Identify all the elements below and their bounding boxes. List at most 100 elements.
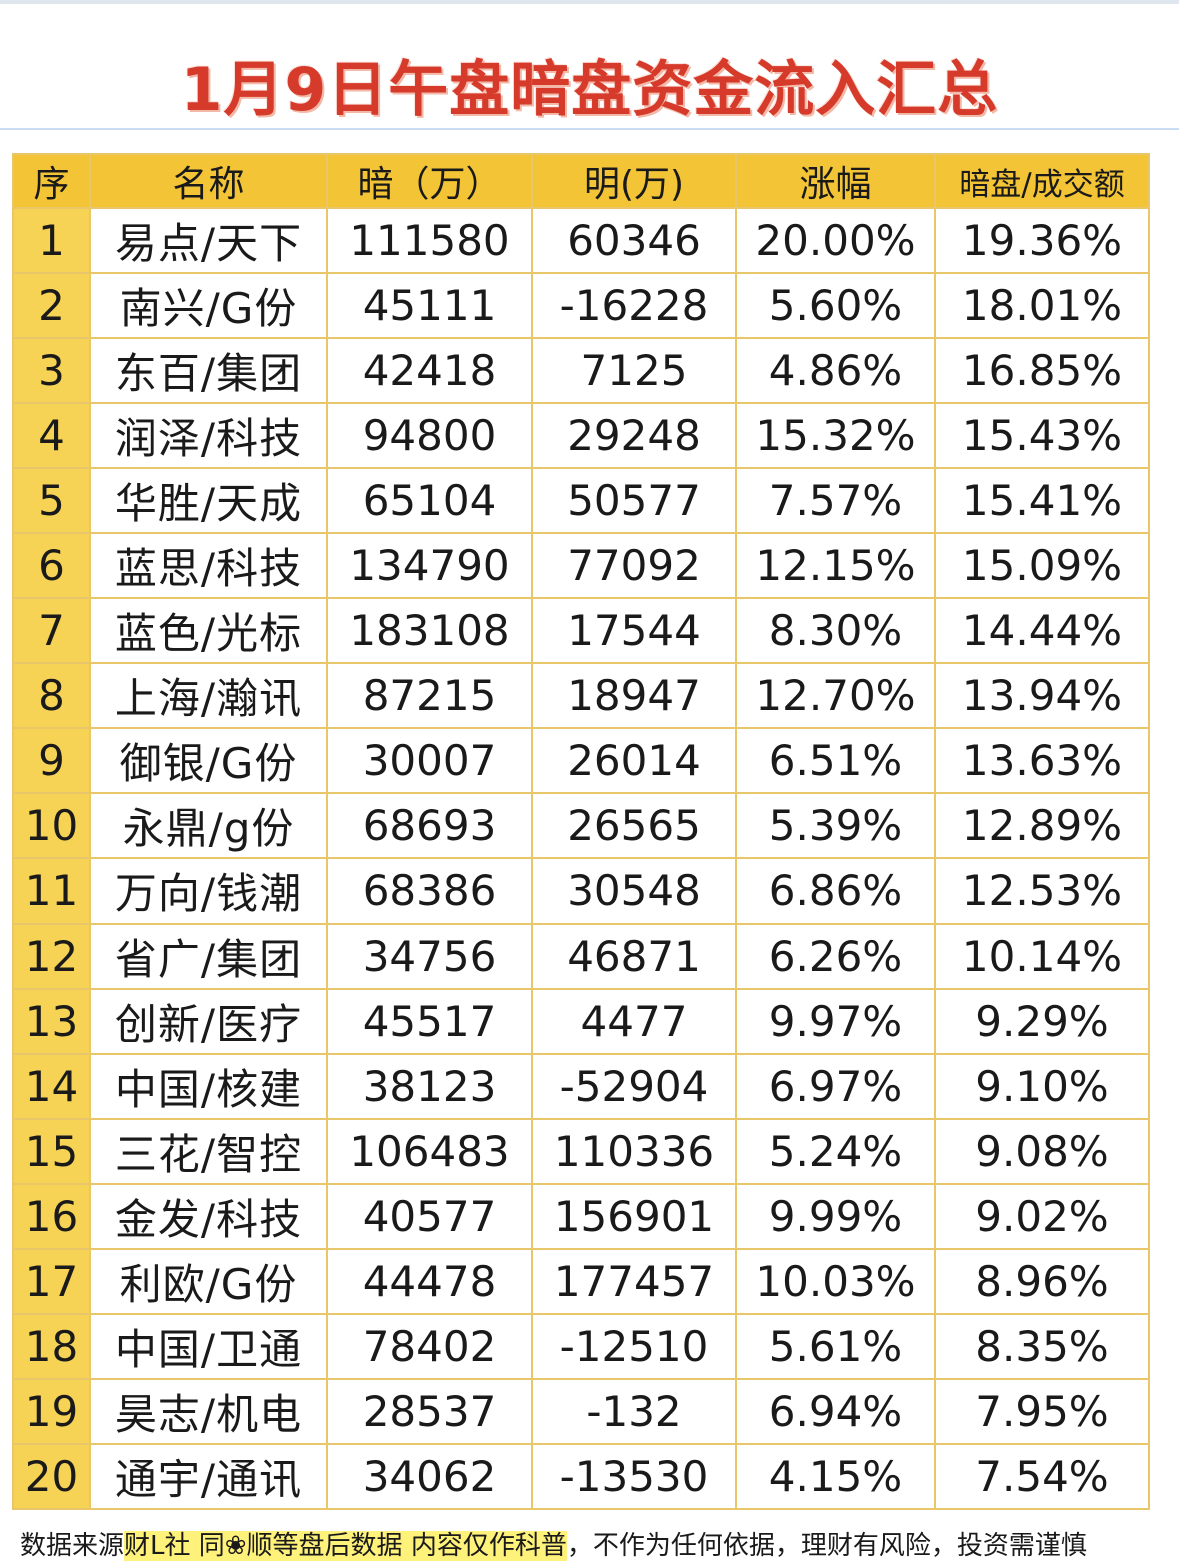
light-value: 46871 bbox=[531, 922, 737, 990]
change-value: 4.86% bbox=[735, 337, 936, 405]
ratio-value: 14.44% bbox=[934, 597, 1150, 665]
footer-suffix: ，不作为任何依据，理财有风险，投资需谨慎 bbox=[566, 1531, 1087, 1561]
change-value: 4.15% bbox=[735, 1442, 936, 1511]
change-value: 5.60% bbox=[735, 272, 936, 340]
row-index: 13 bbox=[12, 987, 91, 1055]
table-header-row: 序 名称 暗（万） 明(万) 涨幅 暗盘/成交额 bbox=[12, 153, 1150, 209]
ratio-value: 15.09% bbox=[934, 532, 1150, 600]
footer-disclaimer: 数据来源财L社 同❀顺等盘后数据 内容仅作科普，不作为任何依据，理财有风险，投资… bbox=[20, 1526, 1087, 1566]
change-value: 12.15% bbox=[735, 532, 936, 600]
table-row: 20 通宇/通讯 34062 -13530 4.15% 7.54% bbox=[12, 1442, 1150, 1511]
table-row: 19 昊志/机电 28537 -132 6.94% 7.95% bbox=[12, 1377, 1150, 1445]
footer-prefix: 数据来源 bbox=[20, 1531, 125, 1561]
ratio-value: 12.89% bbox=[934, 792, 1150, 860]
table-row: 8 上海/瀚讯 87215 18947 12.70% 13.94% bbox=[12, 662, 1150, 730]
dark-value: 78402 bbox=[326, 1312, 533, 1380]
stock-name: 上海/瀚讯 bbox=[89, 662, 328, 730]
change-value: 5.61% bbox=[735, 1312, 936, 1380]
ratio-value: 9.08% bbox=[934, 1117, 1150, 1185]
ratio-value: 8.96% bbox=[934, 1247, 1150, 1315]
change-value: 6.94% bbox=[735, 1377, 936, 1445]
row-index: 5 bbox=[12, 467, 91, 535]
table-row: 16 金发/科技 40577 156901 9.99% 9.02% bbox=[12, 1182, 1150, 1250]
light-value: 60346 bbox=[531, 206, 737, 275]
row-index: 12 bbox=[12, 922, 91, 990]
ratio-value: 7.95% bbox=[934, 1377, 1150, 1445]
dark-value: 68693 bbox=[326, 792, 533, 860]
header-index: 序 bbox=[12, 153, 91, 209]
stock-name: 中国/核建 bbox=[89, 1052, 328, 1120]
stock-name: 省广/集团 bbox=[89, 922, 328, 990]
ratio-value: 16.85% bbox=[934, 337, 1150, 405]
light-value: 26014 bbox=[531, 727, 737, 795]
ratio-value: 10.14% bbox=[934, 922, 1150, 990]
title-divider bbox=[0, 128, 1179, 130]
stock-name: 创新/医疗 bbox=[89, 987, 328, 1055]
stock-name: 永鼎/g份 bbox=[89, 792, 328, 860]
row-index: 18 bbox=[12, 1312, 91, 1380]
change-value: 6.26% bbox=[735, 922, 936, 990]
ratio-value: 7.54% bbox=[934, 1442, 1150, 1511]
ratio-value: 15.43% bbox=[934, 402, 1150, 470]
light-value: -16228 bbox=[531, 272, 737, 340]
table-row: 18 中国/卫通 78402 -12510 5.61% 8.35% bbox=[12, 1312, 1150, 1380]
light-value: 50577 bbox=[531, 467, 737, 535]
light-value: 156901 bbox=[531, 1182, 737, 1250]
stock-name: 御银/G份 bbox=[89, 727, 328, 795]
header-ratio: 暗盘/成交额 bbox=[934, 153, 1150, 209]
table-body: 1 易点/天下 111580 60346 20.00% 19.36% 2 南兴/G份 45111… bbox=[12, 206, 1150, 1511]
dark-value: 38123 bbox=[326, 1052, 533, 1120]
table-row: 14 中国/核建 38123 -52904 6.97% 9.10% bbox=[12, 1052, 1150, 1120]
light-value: 17544 bbox=[531, 597, 737, 665]
row-index: 20 bbox=[12, 1442, 91, 1511]
row-index: 4 bbox=[12, 402, 91, 470]
top-border bbox=[0, 0, 1179, 4]
dark-value: 87215 bbox=[326, 662, 533, 730]
table-row: 15 三花/智控 106483 110336 5.24% 9.08% bbox=[12, 1117, 1150, 1185]
row-index: 9 bbox=[12, 727, 91, 795]
stock-name: 蓝思/科技 bbox=[89, 532, 328, 600]
ratio-value: 15.41% bbox=[934, 467, 1150, 535]
table-row: 12 省广/集团 34756 46871 6.26% 10.14% bbox=[12, 922, 1150, 990]
change-value: 9.99% bbox=[735, 1182, 936, 1250]
change-value: 7.57% bbox=[735, 467, 936, 535]
row-index: 2 bbox=[12, 272, 91, 340]
page-title: 1月9日午盘暗盘资金流入汇总 bbox=[180, 55, 999, 125]
ratio-value: 8.35% bbox=[934, 1312, 1150, 1380]
table-row: 4 润泽/科技 94800 29248 15.32% 15.43% bbox=[12, 402, 1150, 470]
change-value: 6.97% bbox=[735, 1052, 936, 1120]
dark-value: 34062 bbox=[326, 1442, 533, 1511]
ratio-value: 19.36% bbox=[934, 206, 1150, 275]
row-index: 6 bbox=[12, 532, 91, 600]
dark-value: 34756 bbox=[326, 922, 533, 990]
change-value: 10.03% bbox=[735, 1247, 936, 1315]
stock-name: 昊志/机电 bbox=[89, 1377, 328, 1445]
change-value: 9.97% bbox=[735, 987, 936, 1055]
dark-value: 45111 bbox=[326, 272, 533, 340]
row-index: 8 bbox=[12, 662, 91, 730]
change-value: 5.39% bbox=[735, 792, 936, 860]
stock-name: 中国/卫通 bbox=[89, 1312, 328, 1380]
table-row: 17 利欧/G份 44478 177457 10.03% 8.96% bbox=[12, 1247, 1150, 1315]
stock-name: 通宇/通讯 bbox=[89, 1442, 328, 1511]
dark-value: 44478 bbox=[326, 1247, 533, 1315]
dark-value: 106483 bbox=[326, 1117, 533, 1185]
change-value: 8.30% bbox=[735, 597, 936, 665]
dark-value: 183108 bbox=[326, 597, 533, 665]
light-value: -132 bbox=[531, 1377, 737, 1445]
header-light: 明(万) bbox=[531, 153, 737, 209]
header-name: 名称 bbox=[89, 153, 328, 209]
stock-name: 利欧/G份 bbox=[89, 1247, 328, 1315]
dark-value: 65104 bbox=[326, 467, 533, 535]
stock-name: 蓝色/光标 bbox=[89, 597, 328, 665]
dark-value: 111580 bbox=[326, 206, 533, 275]
dark-value: 28537 bbox=[326, 1377, 533, 1445]
dark-value: 42418 bbox=[326, 337, 533, 405]
ratio-value: 13.94% bbox=[934, 662, 1150, 730]
dark-value: 40577 bbox=[326, 1182, 533, 1250]
ratio-value: 9.02% bbox=[934, 1182, 1150, 1250]
row-index: 7 bbox=[12, 597, 91, 665]
table-row: 1 易点/天下 111580 60346 20.00% 19.36% bbox=[12, 206, 1150, 275]
row-index: 17 bbox=[12, 1247, 91, 1315]
